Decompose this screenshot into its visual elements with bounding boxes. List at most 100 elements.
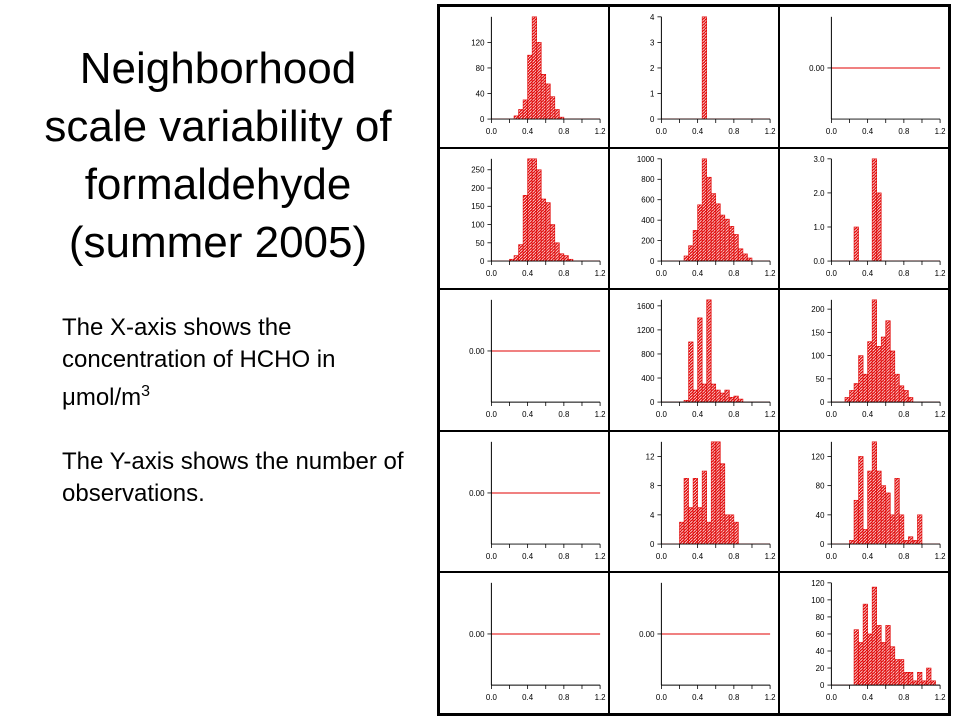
- histogram-bar: [903, 539, 909, 545]
- x-tick-label: 0.0: [486, 693, 498, 702]
- x-tick-label: 0.0: [826, 552, 838, 561]
- y-tick-label: 800: [641, 350, 655, 359]
- histogram-bar: [715, 389, 721, 403]
- histogram-bar: [880, 336, 887, 403]
- x-tick-label: 0.8: [728, 268, 740, 277]
- x-tick-label: 0.0: [656, 552, 668, 561]
- histogram-panel: 0.0 0.4 0.8 1.2 0.00: [779, 6, 949, 148]
- y-tick-label: 8: [650, 481, 655, 490]
- histogram-bar: [853, 499, 859, 545]
- histogram-bar: [688, 341, 694, 403]
- histogram-bar: [522, 194, 528, 261]
- x-tick-label: 0.4: [862, 552, 874, 561]
- x-tick-label: 0.8: [898, 268, 910, 277]
- x-tick-label: 0.8: [728, 693, 740, 702]
- histogram-panel: 0.0 0.4 0.8 1.2 0.00: [439, 289, 609, 431]
- y-tick-label: 600: [641, 195, 655, 204]
- y-tick-label: 100: [471, 220, 485, 229]
- histogram-bar: [844, 397, 850, 403]
- x-tick-label: 0.4: [692, 268, 704, 277]
- y-tick-label: 40: [816, 647, 825, 656]
- x-tick-label: 0.4: [692, 693, 704, 702]
- histogram-bar: [559, 253, 565, 261]
- histogram-bar: [853, 629, 859, 686]
- y-tick-label: 0: [650, 257, 655, 266]
- histogram-bar: [849, 539, 855, 545]
- histogram-bar: [876, 470, 882, 545]
- histogram-svg: 0.0 0.4 0.8 1.2 0.00: [469, 583, 606, 702]
- histogram-bar: [729, 397, 735, 403]
- histogram-bar: [858, 455, 864, 545]
- histogram-bar: [692, 389, 698, 403]
- histogram-panel: 0.0 0.4 0.8 1.2 0.00: [609, 572, 779, 714]
- histogram-bar: [536, 169, 542, 261]
- histogram-bar: [710, 192, 717, 261]
- x-tick-label: 1.2: [935, 410, 946, 419]
- histogram-bar: [697, 317, 703, 403]
- y-tick-label: 0: [650, 115, 655, 124]
- histogram-svg: 0.0 0.4 0.8 1.2 0 50 100 150 200 250: [471, 158, 606, 277]
- x-tick-label: 1.2: [765, 127, 776, 136]
- x-axis-text: The X-axis shows the concentration of HC…: [62, 314, 336, 373]
- y-tick-label: 0: [480, 115, 485, 124]
- histogram-bar: [706, 176, 712, 261]
- x-tick-label: 0.4: [522, 268, 534, 277]
- x-tick-label: 0.8: [558, 268, 570, 277]
- histogram-bar: [853, 383, 859, 403]
- y-tick-label: 50: [476, 238, 485, 247]
- histogram-bar: [876, 625, 882, 686]
- y-axis-description: The Y-axis shows the number of observati…: [62, 448, 404, 507]
- histogram-svg: 0.0 0.4 0.8 1.2 0 40 80 120: [471, 16, 606, 136]
- histogram-bar: [917, 514, 923, 545]
- histogram-bar: [518, 243, 524, 261]
- histogram-bar: [894, 477, 900, 545]
- x-tick-label: 0.4: [522, 410, 534, 419]
- histogram-panel: 0.0 0.4 0.8 1.2 0.0 1.0 2.0 3.0: [779, 147, 949, 290]
- x-tick-label: 0.0: [656, 693, 668, 702]
- y-tick-label: 4: [650, 13, 655, 22]
- x-tick-label: 0.8: [728, 410, 740, 419]
- histogram-bar: [719, 392, 726, 403]
- histogram-svg: 0.0 0.4 0.8 1.2 0 400 800 1200 1600: [637, 299, 776, 419]
- x-tick-label: 1.2: [595, 552, 606, 561]
- x-tick-label: 0.8: [728, 552, 740, 561]
- histogram-bar: [926, 668, 932, 686]
- histogram-panel: 0.0 0.4 0.8 1.2 0 1 2 3 4: [609, 6, 779, 148]
- histogram-bar: [724, 218, 730, 261]
- unit-text: mol/m: [75, 384, 142, 411]
- x-tick-label: 1.2: [765, 410, 776, 419]
- histogram-svg: 0.0 0.4 0.8 1.2 0.00: [639, 583, 776, 702]
- unit-prefix: μ: [62, 384, 76, 411]
- x-tick-label: 0.4: [522, 693, 534, 702]
- histogram-bar: [563, 254, 569, 261]
- x-tick-label: 0.4: [862, 268, 874, 277]
- histogram-bar: [871, 587, 877, 686]
- histogram-bar: [885, 320, 891, 403]
- histogram-bar: [867, 634, 873, 686]
- histogram-bar: [862, 374, 868, 403]
- x-tick-label: 0.8: [898, 693, 910, 702]
- y-tick-label: 1600: [637, 302, 655, 311]
- y-tick-label: 1.0: [813, 223, 825, 232]
- histogram-bar: [527, 54, 533, 120]
- histogram-bar: [701, 158, 707, 261]
- histogram-bar: [715, 203, 721, 261]
- histogram-bar: [912, 539, 918, 545]
- histogram-bar: [692, 229, 698, 261]
- histogram-bar: [908, 536, 914, 545]
- histogram-bar: [531, 16, 537, 120]
- histogram-bar: [885, 492, 891, 545]
- y-tick-label: 400: [641, 374, 655, 383]
- y-tick-label: 20: [816, 664, 825, 673]
- y-tick-label: 80: [476, 64, 485, 73]
- histogram-bar: [554, 242, 560, 261]
- histogram-svg: 0.0 0.4 0.8 1.2 0 40 80 120: [811, 441, 946, 561]
- histogram-bar: [545, 83, 551, 120]
- histogram-panel: 0.0 0.4 0.8 1.2 0 40 80 120: [779, 430, 949, 573]
- histogram-panel: 0.0 0.4 0.8 1.2 0 400 800 1200 1600: [609, 289, 779, 431]
- histogram-bar: [724, 389, 730, 403]
- y-tick-label: 0: [650, 540, 655, 549]
- y-tick-label: 200: [811, 305, 825, 314]
- histogram-bar: [889, 646, 896, 686]
- y-tick-label: 80: [816, 613, 825, 622]
